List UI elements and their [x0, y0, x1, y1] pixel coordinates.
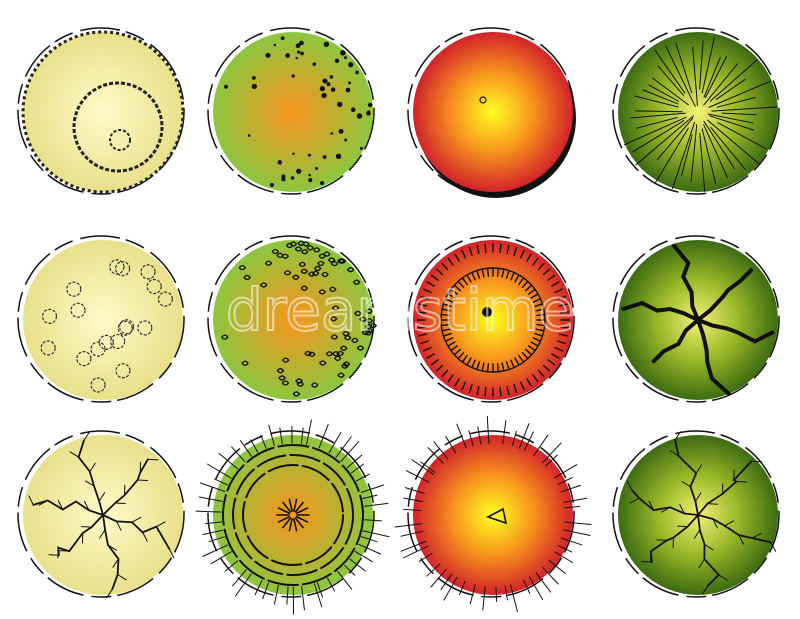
canopy-fill: [618, 32, 778, 192]
canopy-fill: [23, 240, 183, 400]
tree-symbol-pale-shrub-rings: [17, 27, 185, 195]
canopy-fill: [23, 32, 183, 192]
canopy-fill: [213, 435, 373, 595]
tree-symbol-red-spiky: [394, 415, 592, 613]
canopy-fill: [413, 32, 573, 192]
tree-symbol-green-concentric: [195, 419, 390, 615]
tree-symbol-dark-green-radial: [612, 27, 780, 195]
canopy-fill: [213, 32, 373, 192]
tree-symbol-green-leafy: [207, 235, 378, 403]
tree-symbol-red-ringed-ticks: [407, 235, 575, 403]
tree-symbol-green-speckled: [207, 27, 375, 195]
tree-symbol-pale-branches: [17, 430, 185, 599]
tree-symbol-red-shadowed: [407, 27, 576, 198]
tree-symbol-pale-flowers: [17, 235, 185, 403]
tree-symbol-dark-green-branches: [612, 235, 780, 403]
tree-symbol-dark-green-fern: [612, 430, 780, 598]
canopy-fill: [213, 240, 373, 400]
canopy-fill: [413, 240, 573, 400]
watermark: dreamstime: [226, 276, 574, 344]
